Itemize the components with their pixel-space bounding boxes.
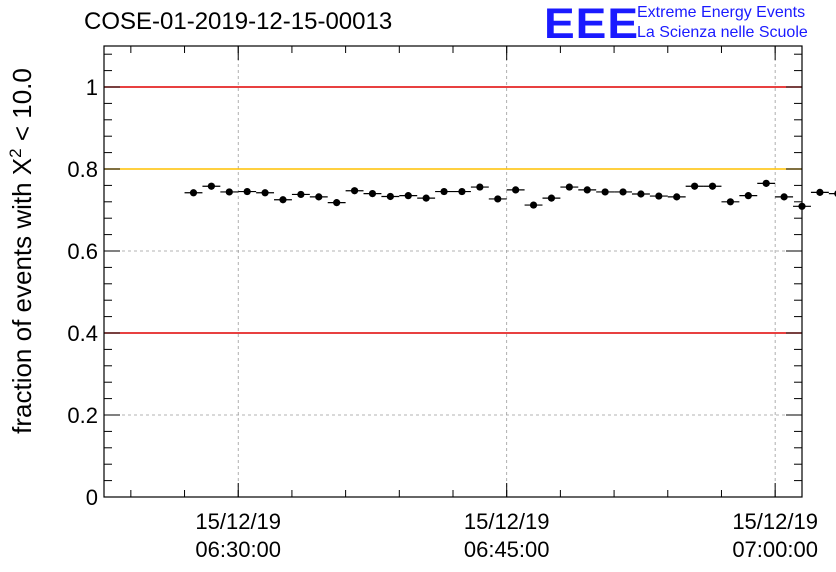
data-point [649, 192, 668, 200]
data-marker [350, 187, 359, 195]
data-marker [315, 193, 323, 201]
y-tick-label: 0.6 [67, 239, 98, 264]
data-marker [386, 192, 394, 201]
data-marker [762, 179, 770, 187]
data-marker [440, 187, 448, 196]
x-tick-time: 06:45:00 [463, 537, 550, 562]
data-point [506, 186, 525, 194]
data-marker [601, 188, 609, 196]
data-point [202, 182, 221, 190]
data-point [327, 199, 346, 207]
data-point [721, 198, 740, 206]
x-tick-label: 15/12/19 06:45:00 [437, 508, 577, 564]
x-tick-time: 07:00:00 [732, 537, 818, 562]
data-point [291, 190, 310, 199]
data-marker [619, 188, 627, 196]
data-marker [512, 186, 520, 194]
data-marker [494, 195, 502, 203]
data-marker [780, 193, 788, 201]
data-marker [637, 190, 645, 198]
data-marker [243, 187, 251, 196]
data-point [381, 192, 400, 201]
data-marker [476, 183, 484, 191]
data-point [667, 193, 686, 201]
data-point [363, 190, 382, 198]
data-marker [565, 183, 573, 191]
data-point [703, 182, 722, 190]
data-marker [297, 190, 305, 199]
data-point [757, 179, 776, 187]
data-point [488, 195, 507, 203]
data-point [238, 187, 257, 196]
data-marker [529, 201, 538, 209]
data-point [524, 201, 543, 209]
y-tick-label: 1 [86, 75, 98, 100]
chart-title: COSE-01-2019-12-15-00013 [84, 8, 393, 35]
x-tick-time: 06:30:00 [195, 537, 282, 562]
data-point [345, 187, 364, 195]
data-marker [368, 190, 377, 198]
x-tick-date: 15/12/19 [195, 509, 282, 534]
data-point [184, 189, 203, 197]
data-marker [333, 199, 341, 207]
data-marker [816, 188, 824, 196]
data-marker [691, 182, 699, 190]
data-point [810, 188, 829, 196]
data-marker [189, 189, 198, 197]
data-point [470, 183, 489, 191]
y-tick-label: 0.8 [67, 157, 98, 182]
y-tick-label: 0 [86, 485, 98, 510]
data-marker [583, 186, 591, 194]
data-marker [422, 194, 430, 202]
data-point [274, 196, 292, 204]
data-point [309, 193, 328, 201]
data-marker [207, 182, 215, 190]
data-point [256, 189, 275, 197]
data-point [453, 187, 471, 196]
data-point [435, 187, 453, 196]
logo-subtitle-2: La Scienza nelle Scuole [637, 24, 808, 41]
data-point [542, 194, 561, 202]
x-tick-label: 15/12/19 07:00:00 [705, 508, 836, 564]
x-tick-label: 15/12/19 06:30:00 [168, 508, 308, 564]
logo-subtitle-1: Extreme Energy Events [637, 4, 806, 21]
data-point [739, 192, 758, 200]
data-marker [404, 192, 412, 200]
data-marker [673, 193, 681, 201]
data-marker [744, 192, 752, 200]
data-marker [547, 194, 556, 202]
data-point [596, 188, 615, 196]
y-tick-label: 0.2 [67, 403, 98, 428]
data-point [614, 188, 632, 196]
data-marker [708, 182, 717, 190]
data-marker [726, 198, 735, 206]
y-tick-label: 0.4 [67, 321, 98, 346]
data-point [828, 190, 836, 197]
data-marker [261, 189, 269, 197]
data-point [775, 193, 794, 201]
data-point [560, 183, 579, 191]
data-point [685, 182, 704, 190]
data-point [578, 186, 597, 194]
data-marker [458, 187, 466, 196]
x-tick-date: 15/12/19 [732, 509, 818, 534]
data-point [220, 188, 239, 196]
data-marker [225, 188, 233, 196]
x-tick-date: 15/12/19 [463, 509, 550, 534]
data-marker [279, 196, 287, 204]
data-point [631, 190, 650, 198]
plot-frame [103, 45, 803, 498]
data-point [417, 194, 436, 202]
data-marker [655, 192, 663, 200]
eee-logo: EEE [544, 0, 640, 48]
data-point [399, 192, 418, 200]
